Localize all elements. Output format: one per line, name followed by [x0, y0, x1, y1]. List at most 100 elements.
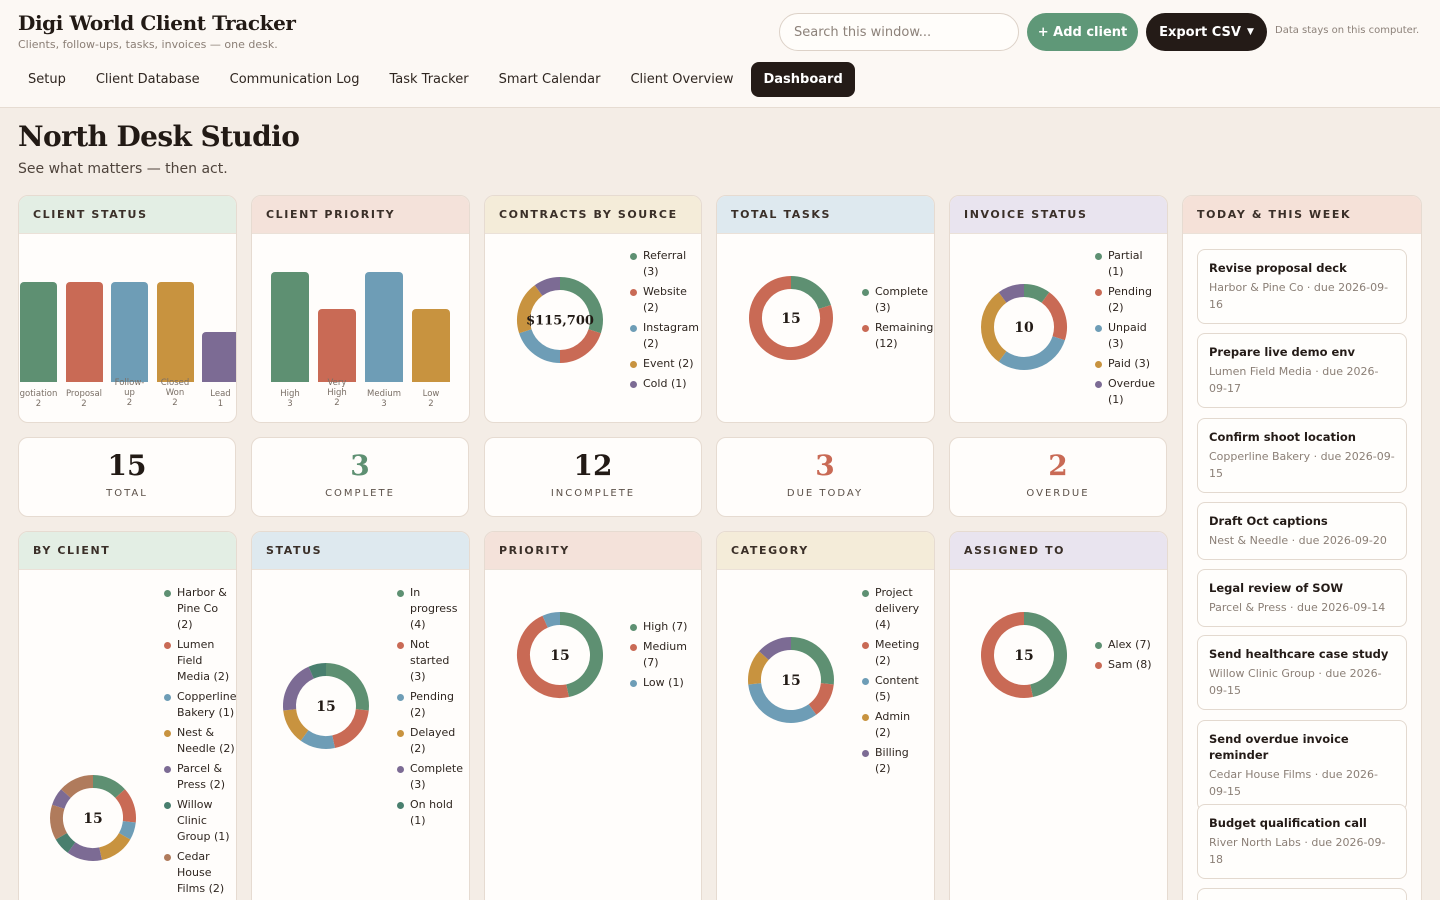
add-client-button[interactable]: + Add client — [1027, 13, 1138, 51]
slice-high — [559, 612, 603, 698]
legend-dot — [1095, 361, 1102, 368]
task-title: Legal review of SOW — [1209, 581, 1344, 595]
tab-client-database[interactable]: Client Database — [95, 72, 200, 87]
task-item[interactable]: Legal review of SOW Parcel & Press · due … — [1197, 569, 1407, 627]
kpi-label: DUE TODAY — [786, 488, 864, 499]
legend-item-cold: Cold (1) — [630, 376, 701, 392]
legend-label: Billing (2) — [875, 746, 909, 775]
total-tasks-legend: Complete (3) Remaining (12) — [862, 284, 934, 356]
legend-label: Instagram (2) — [643, 321, 699, 350]
slice-willow-clinic-group — [55, 832, 76, 853]
tab-dashboard[interactable]: Dashboard — [751, 62, 855, 97]
slice-event — [517, 285, 543, 334]
bar-proposal — [65, 282, 103, 382]
legend-item-pending: Pending (2) — [397, 689, 469, 721]
legend-dot — [630, 381, 637, 388]
legend-label: Parcel & Press (2) — [177, 762, 226, 791]
legend-dot — [397, 694, 404, 701]
bar-label-low: Low 2 — [422, 389, 440, 409]
task-item[interactable]: Budget qualification call River North Lab… — [1197, 804, 1407, 879]
legend-dot — [862, 289, 869, 296]
task-meta: Nest & Needle · due 2026-09-20 — [1209, 534, 1387, 547]
kpi-label: INCOMPLETE — [550, 488, 636, 499]
caret-down-icon: ▼ — [1246, 27, 1254, 37]
assigned-to-legend: Alex (7) Sam (8) — [1095, 637, 1167, 677]
task-meta: Cedar House Films · due 2026-09-15 — [1209, 768, 1378, 798]
legend-dot — [1095, 642, 1102, 649]
total-tasks-title: TOTAL TASKS — [717, 196, 934, 234]
legend-item-project-delivery: Project delivery (4) — [862, 585, 934, 633]
legend-label: Cold (1) — [643, 377, 687, 390]
legend-label: Sam (8) — [1108, 658, 1152, 671]
legend-item-willow-clinic-group: Willow Clinic Group (1) — [164, 797, 236, 845]
slice-river-north-labs — [52, 789, 71, 810]
category-ring: 15 — [748, 637, 834, 723]
task-item[interactable]: Draft Oct captions Nest & Needle · due 20… — [1197, 502, 1407, 560]
legend-dot — [164, 642, 171, 649]
main-nav: Setup Client Database Communication Log Tas… — [16, 62, 855, 97]
legend-item-pending: Pending (2) — [1095, 284, 1167, 316]
slice-content — [748, 682, 817, 723]
slice-meeting — [808, 682, 834, 715]
task-item[interactable] — [1197, 888, 1407, 900]
donut-center-value: 15 — [781, 311, 800, 327]
tab-smart-calendar[interactable]: Smart Calendar — [498, 72, 601, 87]
tab-communication-log[interactable]: Communication Log — [229, 72, 360, 87]
invoice-status-title: INVOICE STATUS — [950, 196, 1167, 234]
slice-medium — [517, 615, 569, 698]
category-legend: Project delivery (4) Meeting (2) Content (… — [862, 585, 934, 781]
bar-very-high — [318, 308, 356, 382]
legend-item-copperline-bakery: Copperline Bakery (1) — [164, 689, 236, 721]
tab-client-overview[interactable]: Client Overview — [630, 72, 734, 87]
slice-admin — [748, 651, 769, 685]
status-card: STATUS 15 In progress (4) Not started (3) P… — [251, 531, 470, 900]
legend-label: Not started (3) — [410, 638, 450, 683]
total-tasks-card: TOTAL TASKS 15 Complete (3) Remaining (12) — [716, 195, 935, 423]
legend-dot — [630, 644, 637, 651]
priority-title: PRIORITY — [485, 532, 701, 570]
legend-dot — [397, 590, 404, 597]
kpi-due-today: 3 DUE TODAY — [716, 437, 934, 517]
task-item[interactable]: Send healthcare case study Willow Clinic … — [1197, 635, 1407, 710]
legend-label: Cedar House Films (2) — [177, 850, 225, 895]
tab-setup[interactable]: Setup — [28, 72, 66, 87]
status-title: STATUS — [252, 532, 469, 570]
slice-harbor-pine-co — [92, 775, 125, 799]
slice-unpaid — [998, 335, 1065, 370]
task-meta: Copperline Bakery · due 2026-09-15 — [1209, 450, 1395, 480]
legend-label: Lumen Field Media (2) — [177, 638, 230, 683]
task-meta: River North Labs · due 2026-09-18 — [1209, 836, 1386, 866]
legend-label: On hold (1) — [410, 798, 453, 827]
by-client-title: BY CLIENT — [19, 532, 236, 570]
task-item[interactable]: Confirm shoot location Copperline Bakery … — [1197, 418, 1407, 493]
tab-task-tracker[interactable]: Task Tracker — [389, 72, 469, 87]
legend-item-remaining: Remaining (12) — [862, 320, 934, 352]
export-csv-button[interactable]: Export CSV ▼ — [1146, 13, 1267, 51]
legend-dot — [862, 642, 869, 649]
search-input[interactable] — [779, 13, 1019, 51]
donut-center-value: 10 — [1014, 320, 1034, 336]
legend-label: Event (2) — [643, 357, 694, 370]
legend-item-unpaid: Unpaid (3) — [1095, 320, 1167, 352]
task-item[interactable]: Send overdue invoice reminder Cedar House… — [1197, 720, 1407, 811]
slice-cold — [534, 277, 561, 296]
slice-on-hold — [308, 663, 327, 679]
legend-dot — [397, 766, 404, 773]
legend-label: Paid (3) — [1108, 357, 1150, 370]
export-csv-label: Export CSV — [1159, 24, 1241, 40]
legend-dot — [862, 750, 869, 757]
legend-dot — [862, 714, 869, 721]
legend-label: Complete (3) — [410, 762, 464, 791]
task-title: Confirm shoot location — [1209, 430, 1356, 444]
task-title: Prepare live demo env — [1209, 345, 1355, 359]
slice-remaining — [749, 276, 833, 360]
legend-dot — [862, 678, 869, 685]
task-meta: Parcel & Press · due 2026-09-14 — [1209, 601, 1386, 614]
legend-item-complete: Complete (3) — [862, 284, 934, 316]
slice-in-progress — [325, 663, 369, 711]
task-item[interactable]: Prepare live demo env Lumen Field Media ·… — [1197, 333, 1407, 408]
by-client-ring: 15 — [50, 775, 136, 861]
legend-label: Pending (2) — [1108, 285, 1152, 314]
legend-item-parcel-press: Parcel & Press (2) — [164, 761, 236, 793]
task-item[interactable]: Revise proposal deck Harbor & Pine Co · d… — [1197, 249, 1407, 324]
